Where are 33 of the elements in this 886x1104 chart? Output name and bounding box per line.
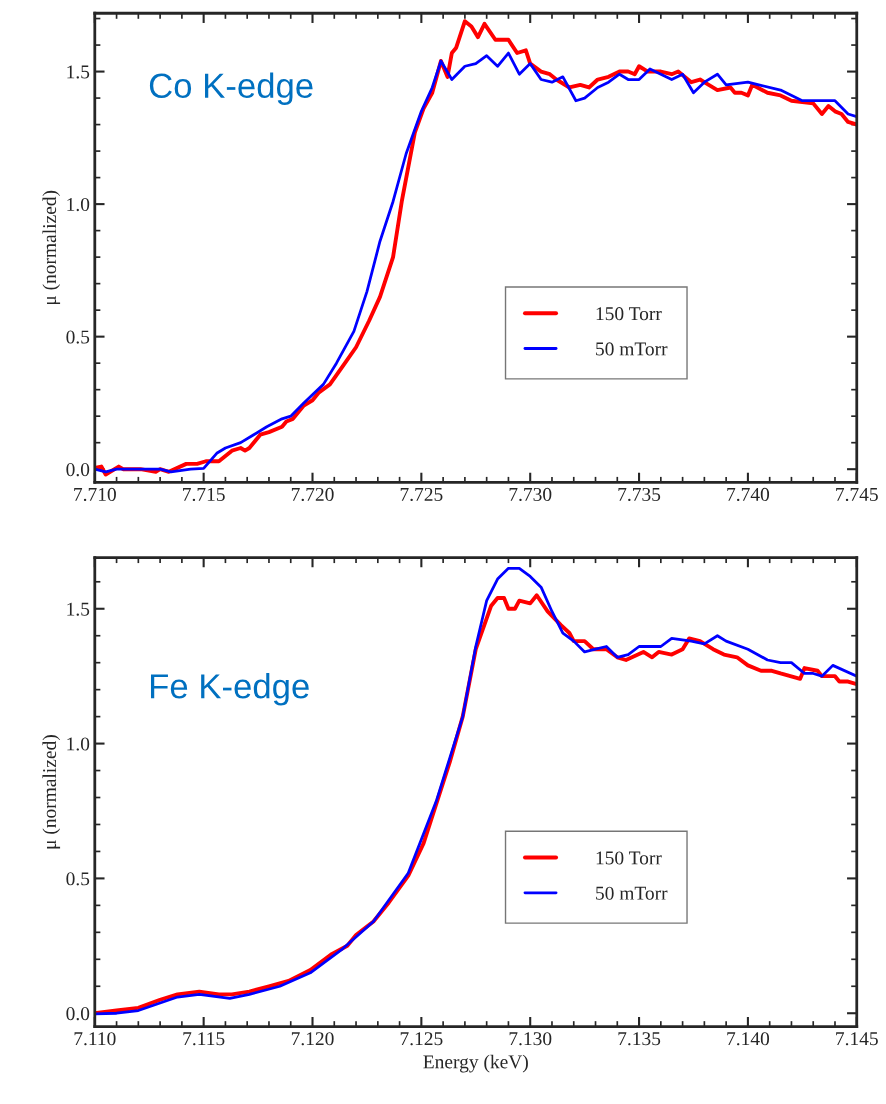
x-tick-label: 7.115 — [183, 1032, 225, 1046]
y-tick-label: 0.0 — [66, 463, 90, 477]
y-tick-label: 1.5 — [67, 602, 90, 616]
annotation: Co K-edge — [149, 72, 313, 105]
x-tick-label: 7.735 — [618, 487, 661, 502]
legend-label: 150 Torr — [596, 307, 662, 321]
x-axis-title: Energy (keV) — [423, 1054, 528, 1073]
legend-label: 50 mTorr — [596, 886, 668, 900]
x-tick-label: 7.740 — [727, 487, 770, 502]
y-tick-label: 1.0 — [67, 197, 90, 212]
x-tick-label: 7.135 — [618, 1032, 661, 1046]
x-tick-label: 7.120 — [291, 1032, 334, 1046]
y-tick-label: 1.5 — [67, 65, 90, 79]
legend-label: 50 mTorr — [596, 342, 668, 356]
x-tick-label: 7.745 — [836, 488, 878, 502]
x-tick-label: 7.720 — [291, 487, 334, 502]
y-tick-label: 1.0 — [67, 737, 90, 751]
y-tick-label: 0.0 — [66, 1007, 90, 1021]
x-tick-label: 7.715 — [183, 487, 225, 502]
x-tick-label: 7.725 — [400, 487, 443, 502]
x-tick-label: 7.730 — [509, 487, 552, 502]
x-tick-label: 7.710 — [74, 487, 116, 502]
x-tick-label: 7.140 — [727, 1032, 770, 1046]
annotation: Fe K-edge — [150, 673, 309, 706]
x-tick-label: 7.130 — [509, 1032, 552, 1046]
y-axis-title: μ (normalized) — [42, 190, 61, 305]
legend-label: 150 Torr — [596, 851, 662, 865]
y-tick-label: 0.5 — [66, 872, 90, 886]
x-tick-label: 7.145 — [836, 1032, 878, 1046]
y-tick-label: 0.5 — [66, 330, 90, 344]
x-tick-label: 7.125 — [400, 1032, 443, 1046]
y-axis-title: μ (normalized) — [42, 735, 61, 849]
x-tick-label: 7.110 — [74, 1032, 116, 1046]
